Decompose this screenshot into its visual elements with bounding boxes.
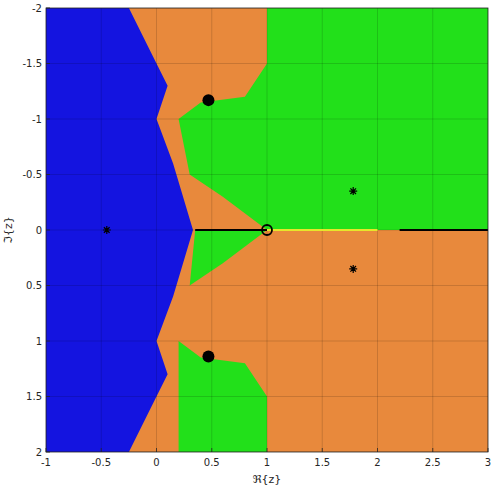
grid-line [46,174,488,175]
basin [190,230,267,286]
tick-label: 0.5 [26,280,42,291]
tick-label: 1.5 [314,457,330,468]
plot-area [46,8,488,452]
grid-line [46,285,488,286]
tick-label: -1.5 [22,58,42,69]
open-marker [262,225,272,235]
tick-label: 2.5 [425,457,441,468]
tick [46,8,50,9]
tick [46,285,50,286]
tick [46,396,50,397]
tick [101,448,102,452]
tick [211,448,212,452]
tick-label: 0.5 [204,457,220,468]
tick-label: 1 [264,457,270,468]
tick-label: 0 [36,225,42,236]
root-marker [103,226,111,234]
dot-marker [202,94,214,106]
tick [432,448,433,452]
tick [377,448,378,452]
dot-marker [202,351,214,363]
axis-title: ℑ{z} [2,216,15,243]
tick-label: -0.5 [22,169,42,180]
root-marker [349,265,357,273]
chart: -1 -0.5 0 0.5 1 1.5 2 2.5 3 -2 -1.5 -1 -0.5 0 0.5 1 1.5 2… [0,0,500,499]
grid-line [46,341,488,342]
background [0,0,500,499]
tick [46,174,50,175]
grid-line [46,63,488,64]
tick-label: 3 [485,457,491,468]
tick [156,448,157,452]
tick [46,230,50,231]
grid-line [46,230,488,231]
frame [46,8,488,452]
root-marker [349,187,357,195]
tick [46,63,50,64]
tick-label: -1 [32,114,42,125]
tick-label: 1 [36,336,42,347]
tick-label: 1.5 [26,391,42,402]
tick [46,448,47,452]
line [267,229,378,231]
tick-label: 0 [153,457,159,468]
tick-label: 2 [374,457,380,468]
tick-label: -2 [32,3,42,14]
tick [46,341,50,342]
tick [322,448,323,452]
tick [46,452,50,453]
tick [488,448,489,452]
grid-line [46,396,488,397]
axis-title: ℜ{z} [253,473,282,486]
tick [267,448,268,452]
grid-line [46,119,488,120]
line [195,229,488,231]
tick-label: -0.5 [91,457,111,468]
tick [46,119,50,120]
tick-label: 2 [36,447,42,458]
tick-label: -1 [41,457,51,468]
basin [46,8,488,452]
